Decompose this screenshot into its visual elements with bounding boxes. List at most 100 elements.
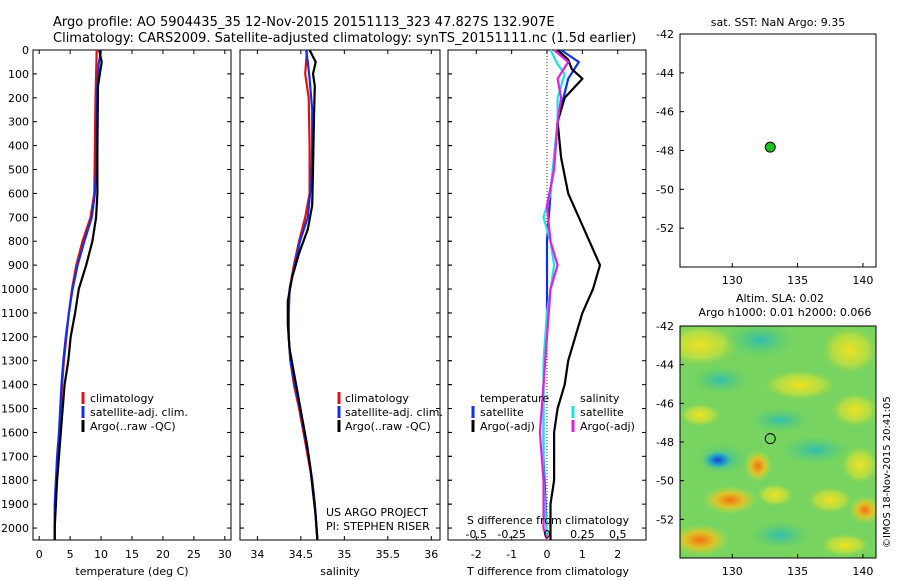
legend-label-clim: climatology xyxy=(345,392,409,405)
sla-map-points xyxy=(764,433,776,445)
salinity-panel: 34 34.5 35 35.5 36 climatology satellite-adj… xyxy=(239,49,443,578)
difference-xlabel: T difference from climatology xyxy=(466,565,629,578)
legend-label-sat: satellite-adj. clim. xyxy=(345,406,443,419)
sla-heatmap xyxy=(680,326,876,558)
sst-map-points xyxy=(764,141,776,153)
x-tick-label: 140 xyxy=(852,274,873,287)
salinity-legend: climatology satellite-adj. clim. Argo(..… xyxy=(337,392,443,433)
series-line-s-argo-adj- xyxy=(538,49,570,541)
temperature-legend: climatology satellite-adj. clim. Argo(..… xyxy=(81,392,188,433)
y-tick-label: -48 xyxy=(656,145,674,158)
y-tick-label: 400 xyxy=(8,140,29,153)
temperature-lines xyxy=(53,49,103,540)
project-label: US ARGO PROJECT xyxy=(326,506,428,519)
y-tick-label: -52 xyxy=(656,513,674,526)
sla-map-title: Altim. SLA: 0.02 xyxy=(736,292,824,305)
x-tick-label: 130 xyxy=(722,565,743,578)
s-difference-label: S difference from climatology xyxy=(467,514,630,527)
depth-axis: 0 100 200 300 400 500 600 700 800 900 1000 1100 1200… xyxy=(1,44,646,535)
x-tick2-label: 0.25 xyxy=(570,528,595,541)
sla-map-subtitle: Argo h1000: 0.01 h2000: 0.066 xyxy=(699,306,872,319)
pi-label: PI: STEPHEN RISER xyxy=(326,520,430,533)
salinity-difference-ticks: -0.5 -0.25 0 0.25 0.5 xyxy=(466,528,627,541)
x-tick-label: -1 xyxy=(506,548,517,561)
y-tick-label: -44 xyxy=(656,67,674,80)
y-tick-label: 1200 xyxy=(1,331,29,344)
y-tick-label: -42 xyxy=(656,28,674,41)
temperature-panel: 0100200300400500600700800900100011001200… xyxy=(1,44,646,578)
credit-label: ©IMOS 18-Nov-2015 20:41:05 xyxy=(882,396,893,548)
salinity-xlabel: salinity xyxy=(320,565,360,578)
x-tick-label: -2 xyxy=(471,548,482,561)
difference-legend: temperature satellite Argo(-adj) salinit… xyxy=(471,392,635,433)
salinity-axis: 34 34.5 35 35.5 36 xyxy=(250,50,438,561)
y-tick-label: 1500 xyxy=(1,403,29,416)
y-tick-label: -46 xyxy=(656,397,674,410)
series-line-climatology xyxy=(53,49,98,540)
header-line-1: Argo profile: AO 5904435_35 12-Nov-2015 … xyxy=(53,15,555,30)
sla-map-axes: 130 135 140 -42 -44 -46 -48 -50 -52 xyxy=(656,320,873,578)
x-tick-label: 34 xyxy=(250,548,264,561)
x-tick-label: 140 xyxy=(852,565,873,578)
y-tick-label: 700 xyxy=(8,211,29,224)
y-tick-label: 1800 xyxy=(1,474,29,487)
x-tick-label: 1 xyxy=(579,548,586,561)
x-tick-label: 35 xyxy=(337,548,351,561)
y-tick-label: 1100 xyxy=(1,307,29,320)
sst-map-title: sat. SST: NaN Argo: 9.35 xyxy=(711,16,845,29)
y-tick-label: 1300 xyxy=(1,355,29,368)
y-tick-label: 0 xyxy=(22,44,29,57)
x-tick-label: 35.5 xyxy=(376,548,401,561)
argo-location-point xyxy=(764,433,776,445)
x-tick-label: 36 xyxy=(424,548,438,561)
y-tick-label: 1600 xyxy=(1,426,29,439)
legend-title-salinity: salinity xyxy=(580,392,620,405)
series-line-argo-raw-qc- xyxy=(286,49,319,541)
salinity-lines xyxy=(286,49,319,541)
y-tick-label: 2000 xyxy=(1,522,29,535)
legend-label-t-argo: Argo(-adj) xyxy=(480,420,535,433)
x-tick2-label: -0.25 xyxy=(497,528,525,541)
x-tick-label: 5 xyxy=(67,548,74,561)
y-tick-label: 800 xyxy=(8,235,29,248)
legend-label-clim: climatology xyxy=(90,392,154,405)
difference-lines xyxy=(538,49,602,541)
x-tick-label: 20 xyxy=(156,548,170,561)
argo-location-point xyxy=(764,141,776,153)
y-tick-label: 1900 xyxy=(1,498,29,511)
temperature-axis: 0 5 10 15 20 25 30 xyxy=(36,50,232,561)
y-tick-label: 300 xyxy=(8,116,29,129)
x-tick-label: 130 xyxy=(722,274,743,287)
y-tick-label: 500 xyxy=(8,164,29,177)
legend-label-s-argo: Argo(-adj) xyxy=(580,420,635,433)
legend-label-argo: Argo(..raw -QC) xyxy=(90,420,176,433)
temperature-xlabel: temperature (deg C) xyxy=(75,565,188,578)
y-tick-label: -50 xyxy=(656,475,674,488)
y-tick-label: 900 xyxy=(8,259,29,272)
legend-label-t-sat: satellite xyxy=(480,406,524,419)
x-tick-label: 10 xyxy=(94,548,108,561)
x-tick-label: 25 xyxy=(187,548,201,561)
legend-label-sat: satellite-adj. clim. xyxy=(90,406,188,419)
series-line-s-satellite xyxy=(542,49,566,541)
sst-map-frame xyxy=(679,33,877,268)
y-tick-label: 1700 xyxy=(1,450,29,463)
y-tick-label: -52 xyxy=(656,222,674,235)
x-tick-label: 34.5 xyxy=(289,548,314,561)
header-line-2: Climatology: CARS2009. Satellite-adjuste… xyxy=(53,31,636,46)
y-tick-label: -42 xyxy=(656,320,674,333)
y-tick-label: -46 xyxy=(656,106,674,119)
x-tick-label: 135 xyxy=(787,274,808,287)
x-tick2-label: 0.5 xyxy=(609,528,627,541)
sst-map-axes: 130 135 140 -42 -44 -46 -48 -50 -52 xyxy=(656,28,873,287)
y-tick-label: -44 xyxy=(656,359,674,372)
legend-label-argo: Argo(..raw -QC) xyxy=(345,420,431,433)
x-tick-label: 0 xyxy=(544,548,551,561)
difference-panel: -2 -1 0 1 2 temperature satellite Argo(-adj)… xyxy=(447,49,647,578)
legend-title-temperature: temperature xyxy=(480,392,549,405)
salinity-frame xyxy=(239,49,441,541)
sla-map-panel: Altim. SLA: 0.02 Argo h1000: 0.01 h2000:… xyxy=(656,292,877,578)
y-tick-label: -48 xyxy=(656,436,674,449)
temperature-frame xyxy=(32,49,232,541)
